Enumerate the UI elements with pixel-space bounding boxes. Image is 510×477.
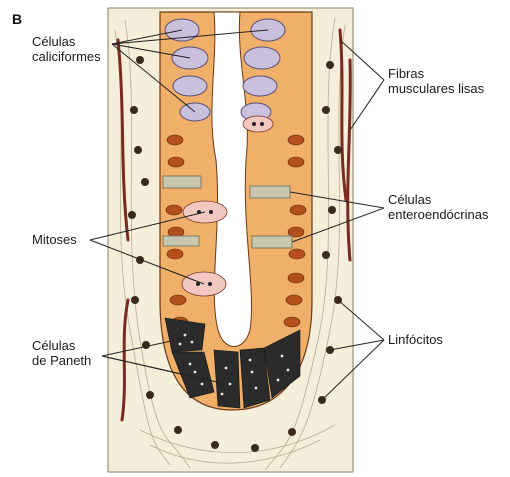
label-smooth-muscle: Fibras musculares lisas: [388, 66, 485, 96]
label-lymphocytes-line1: Linfócitos: [388, 332, 443, 347]
leader-lines: [89, 29, 385, 401]
label-smooth-muscle-line1: Fibras: [388, 66, 425, 81]
leader-goblet-2: [111, 43, 191, 59]
leader-paneth-1: [101, 337, 186, 357]
label-mitoses: Mitoses: [32, 232, 77, 247]
label-enteroendocrine-line1: Células: [388, 192, 432, 207]
label-paneth-cells-line1: Células: [32, 338, 76, 353]
leader-goblet-1: [111, 29, 183, 45]
label-mitoses-line1: Mitoses: [32, 232, 77, 247]
leader-lymph-3: [321, 339, 385, 401]
leader-lymph-1: [337, 299, 385, 341]
label-paneth-cells: Células de Paneth: [32, 338, 91, 368]
label-smooth-muscle-line2: musculares lisas: [388, 81, 485, 96]
leader-mitoses-2: [89, 239, 205, 285]
label-enteroendocrine-line2: enteroendócrinas: [388, 207, 489, 222]
leader-entero-1: [289, 191, 385, 209]
paneth-granules: [178, 333, 290, 396]
label-goblet-cells-line2: caliciformes: [32, 49, 101, 64]
panel-letter: B: [12, 11, 22, 27]
leader-goblet-4: [111, 29, 269, 45]
leader-muscle-1: [339, 39, 385, 81]
leader-paneth-3: [101, 355, 227, 385]
leader-muscle-2: [349, 79, 385, 131]
label-paneth-cells-line2: de Paneth: [32, 353, 91, 368]
enteroendocrine-cells: [162, 175, 293, 249]
leader-mitoses-1: [89, 211, 206, 241]
label-enteroendocrine: Células enteroendócrinas: [388, 192, 489, 222]
label-goblet-cells-line1: Células: [32, 34, 76, 49]
label-goblet-cells: Células caliciformes: [32, 34, 101, 64]
epithelial-nuclei: [165, 134, 307, 328]
label-lymphocytes: Linfócitos: [388, 332, 443, 347]
leader-entero-2: [291, 207, 385, 243]
smooth-muscle-fibers: [116, 28, 352, 422]
leader-goblet-3: [111, 43, 196, 113]
leader-lymph-2: [329, 339, 385, 351]
